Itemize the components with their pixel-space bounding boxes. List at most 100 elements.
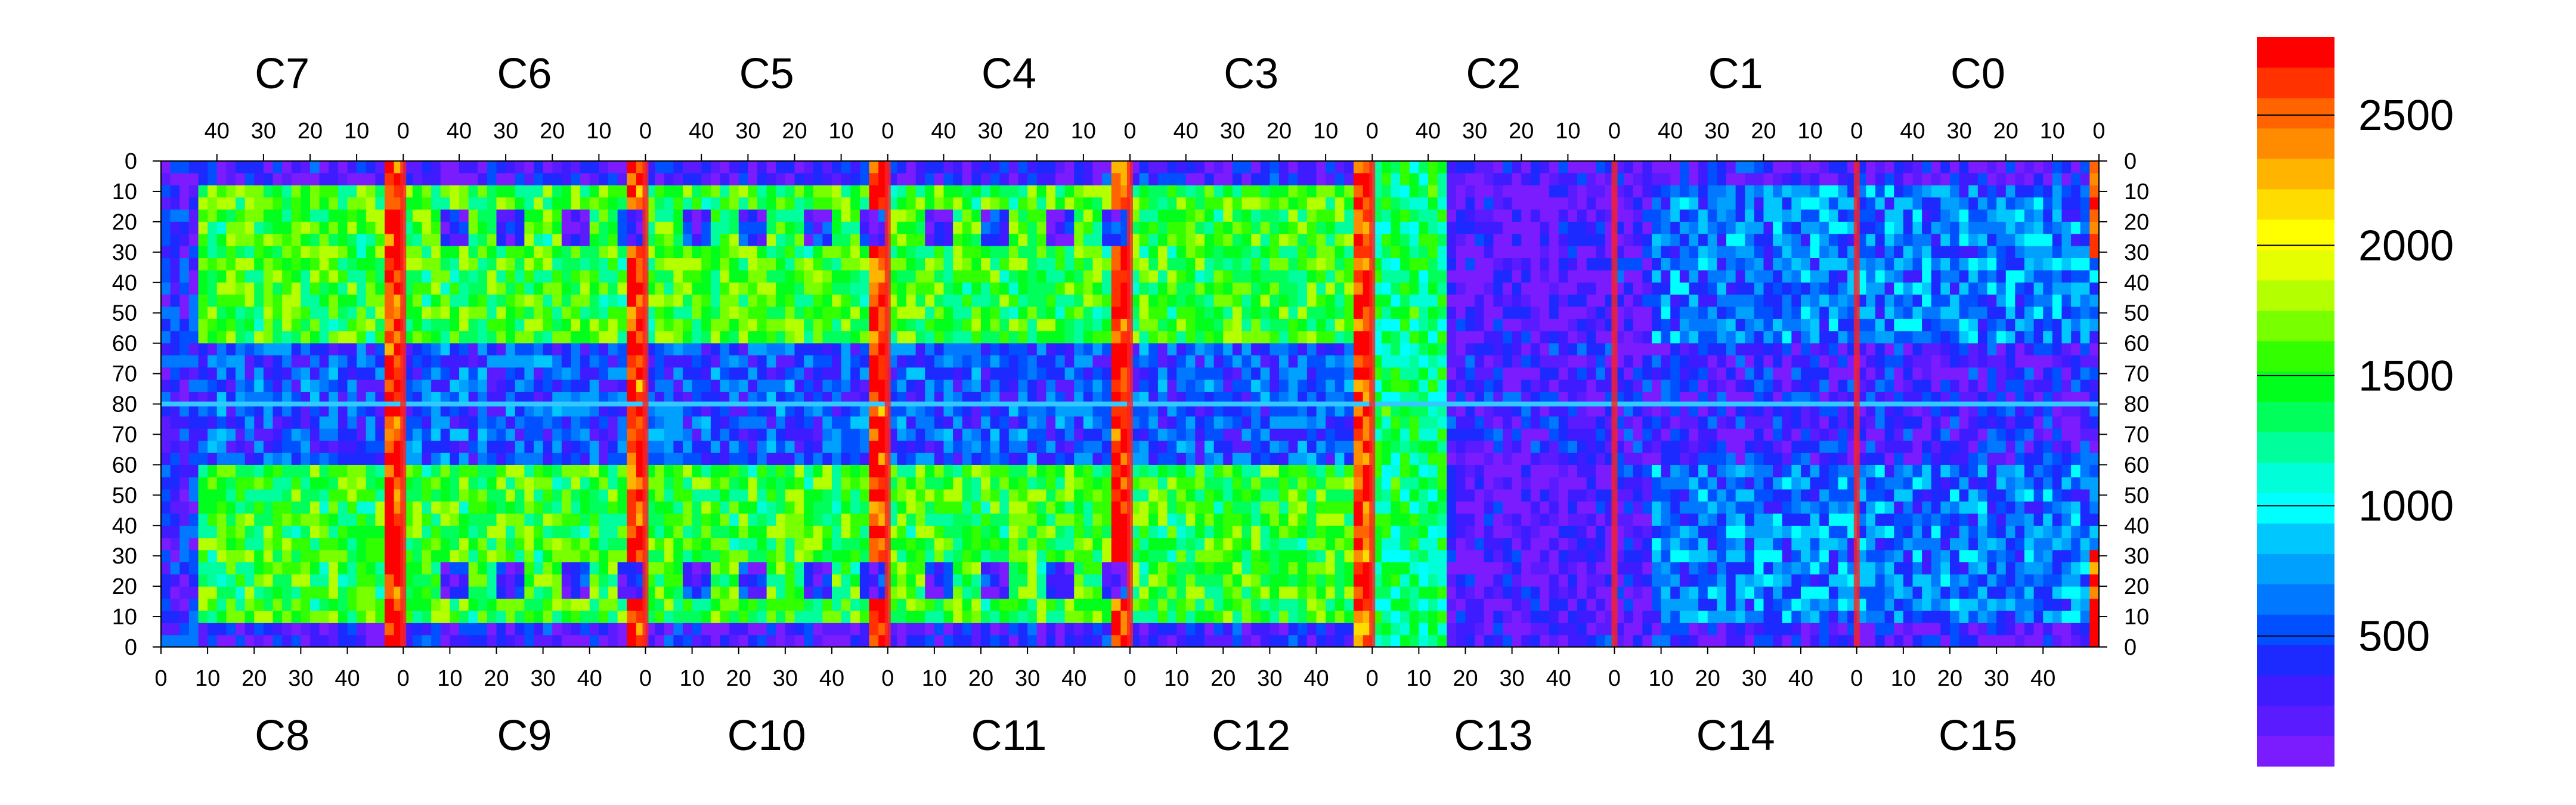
heatmap-cell [1008,221,1019,234]
heatmap-cell [683,343,693,356]
heatmap-cell [934,465,945,478]
heatmap-cell [627,379,637,392]
heatmap-cell [1205,586,1215,599]
heatmap-cell [776,318,786,332]
heatmap-cell [934,562,945,575]
heatmap-cell [1288,525,1298,538]
heatmap-cell [813,185,823,198]
heatmap-cell [1279,282,1289,295]
heatmap-cell [468,537,478,550]
heatmap-cell [1241,258,1252,271]
heatmap-cell [1260,295,1270,308]
heatmap-cell [1148,598,1159,611]
heatmap-cell [1055,173,1066,186]
heatmap-cell [580,209,590,222]
heatmap-cell [692,574,702,587]
heatmap-cell [338,501,348,514]
heatmap-cell [375,489,385,502]
heatmap-cell [366,623,376,636]
heatmap-cell [1213,465,1224,478]
heatmap-cell [1008,598,1019,611]
heatmap-cell [729,367,739,380]
heatmap-cell [655,525,665,538]
heatmap-cell [1083,416,1094,429]
heatmap-cell [515,318,525,332]
heatmap-cell [841,343,851,356]
heatmap-cell [1279,416,1289,429]
heatmap-cell [1251,623,1261,636]
heatmap-cell [450,173,460,186]
heatmap-cell [1288,246,1298,259]
heatmap-cell [822,270,832,283]
heatmap-cell [366,270,376,283]
heatmap-cell [776,234,786,247]
heatmap-cell [1251,173,1261,186]
heatmap-cell [515,537,525,550]
heatmap-cell [1260,598,1270,611]
heatmap-cell [701,513,711,526]
heatmap-cell [832,574,842,587]
heatmap-cell [1102,343,1112,356]
heatmap-cell [859,295,870,308]
heatmap-cell [869,453,879,465]
heatmap-cell [962,282,972,295]
heatmap-cell [385,623,395,636]
heatmap-cell [859,318,870,332]
heatmap-cell [338,465,348,478]
heatmap-cell [422,392,432,405]
heatmap-cell [385,416,395,429]
heatmap-cell [534,634,544,648]
heatmap-cell [580,221,590,234]
heatmap-cell [1241,331,1252,344]
heatmap-cell [1298,428,1308,441]
heatmap-cell [571,331,581,344]
heatmap-cell [236,501,246,514]
heatmap-cell [534,465,544,478]
heatmap-cell [897,318,907,332]
heatmap-cell [179,282,190,295]
heatmap-cell [319,489,329,502]
heatmap-cell [627,623,637,636]
heatmap-cell [1223,550,1233,562]
heatmap-cell [1018,318,1028,332]
heatmap-cell [338,367,348,380]
heatmap-cell [804,416,814,429]
heatmap-cell [701,440,711,453]
heatmap-cell [515,306,525,320]
heatmap-cell [1260,525,1270,538]
heatmap-cell [981,610,991,623]
heatmap-cell [859,209,870,222]
heatmap-cell [1102,550,1112,562]
heatmap-cell [729,537,739,550]
heatmap-cell [1111,501,1121,514]
heatmap-cell [1205,173,1215,186]
heatmap-cell [1102,173,1112,186]
heatmap-cell [822,282,832,295]
heatmap-cell [1232,537,1243,550]
heatmap-cell [1195,574,1205,587]
heatmap-cell [1288,465,1298,478]
heatmap-cell [869,246,879,259]
heatmap-cell [524,367,534,380]
heatmap-cell [776,185,786,198]
heatmap-cell [1102,513,1112,526]
heatmap-cell [841,392,851,405]
heatmap-cell [357,550,367,562]
heatmap-cell [431,598,441,611]
heatmap-cell [236,246,246,259]
heatmap-cell [216,440,227,453]
heatmap-cell [216,465,227,478]
heatmap-cell [188,574,199,587]
heatmap-cell [515,550,525,562]
heatmap-cell [1270,234,1280,247]
heatmap-cell [226,392,236,405]
heatmap-cell [757,574,767,587]
heatmap-cell [981,525,991,538]
heatmap-cell [599,598,609,611]
heatmap-cell [850,270,860,283]
heatmap-cell [487,562,497,575]
heatmap-cell [1176,282,1187,295]
heatmap-cell [692,598,702,611]
heatmap-cell [357,318,367,332]
heatmap-cell [450,209,460,222]
